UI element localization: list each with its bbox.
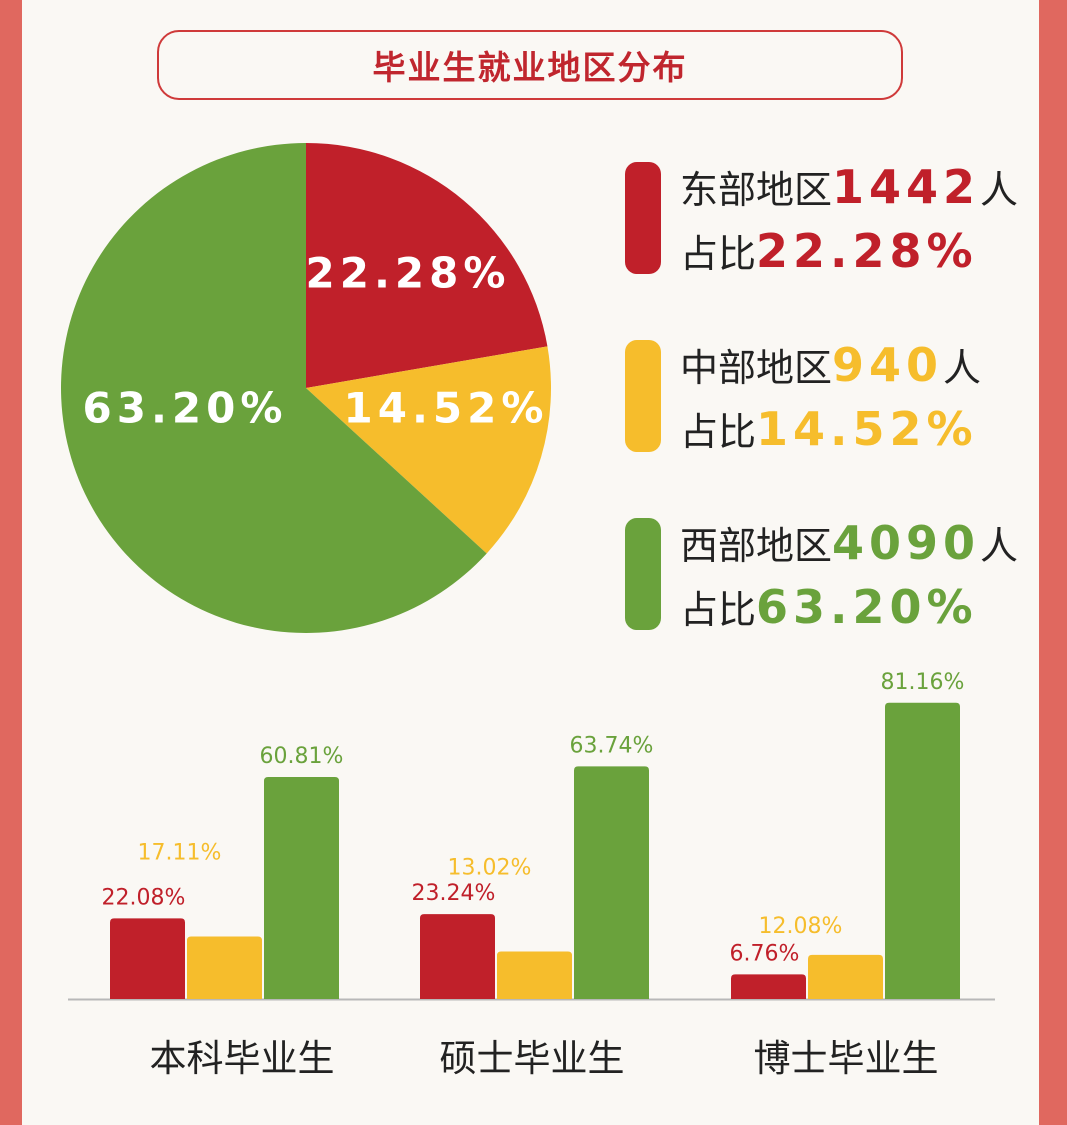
bar-value-label: 17.11% bbox=[138, 841, 222, 866]
legend-ratio: 63.20% bbox=[756, 580, 978, 634]
legend-ratio: 14.52% bbox=[756, 402, 978, 456]
legend-line-count: 中部地区940人 bbox=[680, 342, 981, 388]
bar bbox=[264, 777, 339, 999]
bar-value-label: 60.81% bbox=[260, 744, 344, 769]
bar bbox=[420, 914, 495, 999]
legend-line-ratio: 占比63.20% bbox=[680, 584, 978, 630]
legend-unit: 人 bbox=[980, 524, 1019, 568]
bar bbox=[808, 954, 883, 999]
legend-unit: 人 bbox=[943, 346, 982, 390]
chart-title: 毕业生就业地区分布 bbox=[372, 48, 688, 87]
title-box: 毕业生就业地区分布 bbox=[157, 30, 903, 100]
pie-slice-label: 63.20% bbox=[83, 384, 288, 433]
bar-value-label: 23.24% bbox=[412, 881, 496, 906]
legend-region-name: 西部地区 bbox=[680, 524, 833, 568]
bar bbox=[110, 918, 185, 999]
bar-category-label: 博士毕业生 bbox=[753, 1037, 939, 1080]
legend-ratio-label: 占比 bbox=[680, 232, 757, 276]
bar-value-label: 22.08% bbox=[102, 885, 186, 910]
legend-swatch-east bbox=[625, 162, 661, 274]
legend-ratio: 22.28% bbox=[756, 224, 978, 278]
legend-count: 1442 bbox=[832, 160, 981, 214]
legend-swatch-west bbox=[625, 518, 661, 630]
legend-line-ratio: 占比22.28% bbox=[680, 228, 978, 274]
bar-value-label: 6.76% bbox=[730, 941, 800, 966]
bar-value-label: 12.08% bbox=[759, 914, 843, 939]
bar bbox=[574, 766, 649, 999]
bar bbox=[187, 936, 262, 999]
bar-category-label: 本科毕业生 bbox=[149, 1037, 335, 1080]
pie-slice-label: 14.52% bbox=[344, 384, 549, 433]
legend-swatch-central bbox=[625, 340, 661, 452]
pie-slice bbox=[61, 143, 487, 633]
legend-unit: 人 bbox=[980, 168, 1019, 212]
legend-ratio-label: 占比 bbox=[680, 410, 757, 454]
bar-category-label: 硕士毕业生 bbox=[439, 1037, 625, 1080]
pie-slice bbox=[306, 143, 548, 388]
legend-count: 940 bbox=[832, 338, 944, 392]
bar bbox=[885, 702, 960, 999]
bar-value-label: 13.02% bbox=[448, 855, 532, 880]
legend-line-count: 西部地区4090人 bbox=[680, 520, 1018, 566]
pie-slice bbox=[306, 346, 552, 554]
bar-value-label: 63.74% bbox=[570, 733, 654, 758]
legend-line-ratio: 占比14.52% bbox=[680, 406, 978, 452]
pie-slice-label: 22.28% bbox=[306, 249, 511, 298]
bar-value-label: 81.16% bbox=[881, 670, 965, 695]
bar bbox=[497, 951, 572, 999]
bar bbox=[731, 974, 806, 999]
legend-ratio-label: 占比 bbox=[680, 588, 757, 632]
legend-count: 4090 bbox=[832, 516, 981, 570]
legend-region-name: 中部地区 bbox=[680, 346, 833, 390]
legend-line-count: 东部地区1442人 bbox=[680, 164, 1018, 210]
legend-region-name: 东部地区 bbox=[680, 168, 833, 212]
